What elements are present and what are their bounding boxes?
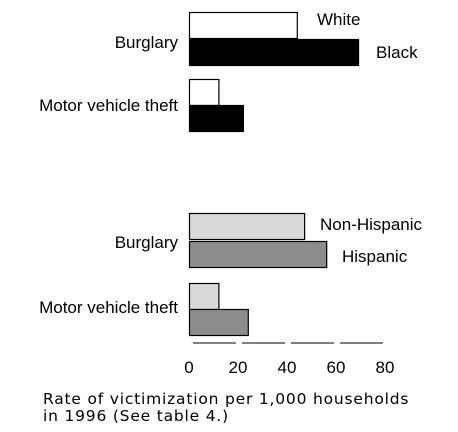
category-label-mvt-ethnicity: Motor vehicle theft — [39, 298, 178, 317]
x-tick-20: 20 — [229, 358, 248, 377]
legend-label-non-hispanic: Non-Hispanic — [320, 215, 423, 234]
axis-footnote-line1: Rate of victimization per 1,000 househol… — [43, 390, 410, 408]
panel-ethnicity: Burglary Motor vehicle theft Non-Hispani… — [39, 215, 422, 317]
bar-burglary-hispanic — [188, 240, 328, 269]
legend-label-white: White — [317, 10, 360, 29]
bar-mvt-white — [188, 78, 220, 107]
bar-mvt-hispanic — [188, 308, 249, 337]
bar-burglary-non-hispanic — [188, 212, 306, 241]
legend-label-black: Black — [376, 43, 418, 62]
bar-mvt-black — [188, 104, 245, 133]
bar-burglary-black — [188, 38, 360, 67]
panel-race: Burglary Motor vehicle theft White Black — [39, 10, 418, 115]
x-tick-0: 0 — [184, 358, 193, 377]
bar-mvt-non-hispanic — [188, 282, 220, 311]
bar-burglary-white — [188, 11, 298, 40]
x-axis: 0 20 40 60 80 — [184, 342, 395, 377]
bars-layer — [188, 11, 360, 337]
legend-label-hispanic: Hispanic — [342, 247, 408, 266]
category-label-mvt-race: Motor vehicle theft — [39, 96, 178, 115]
x-tick-80: 80 — [376, 358, 395, 377]
axis-footnote: Rate of victimization per 1,000 househol… — [43, 391, 453, 425]
x-tick-60: 60 — [327, 358, 346, 377]
x-tick-40: 40 — [278, 358, 297, 377]
category-label-burglary-ethnicity: Burglary — [115, 233, 179, 252]
category-label-burglary-race: Burglary — [115, 33, 179, 52]
axis-footnote-line2: in 1996 (See table 4.) — [43, 407, 229, 425]
